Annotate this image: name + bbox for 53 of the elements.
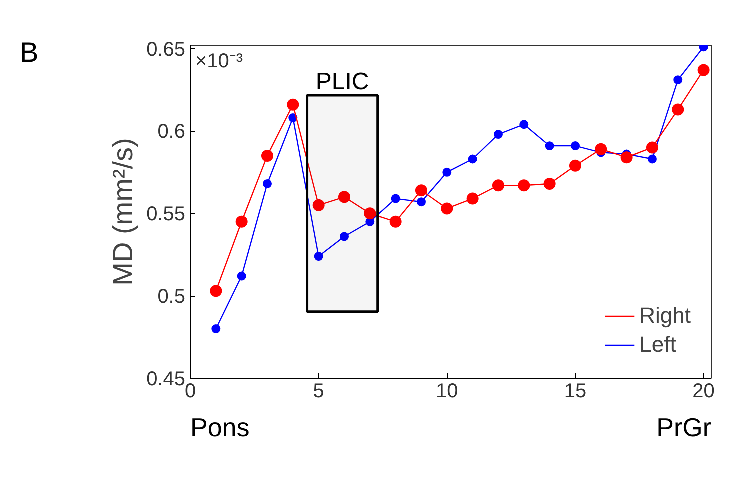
point	[620, 152, 633, 164]
band-label: PLIC	[316, 68, 370, 96]
point	[698, 64, 710, 76]
point	[212, 324, 221, 334]
point	[237, 272, 246, 281]
text: PrGr	[656, 412, 712, 442]
point	[441, 202, 454, 215]
point	[569, 160, 582, 172]
y-tick-label: 0.5	[158, 286, 186, 308]
y-tick-label: 0.45	[146, 368, 186, 390]
point	[261, 150, 274, 162]
point	[312, 199, 325, 212]
point	[646, 142, 658, 154]
point	[466, 192, 479, 205]
y-tick-label: 0.6	[158, 121, 186, 144]
point	[210, 285, 222, 298]
x-tick-label: 10	[436, 380, 458, 402]
point	[595, 143, 608, 156]
point	[674, 76, 683, 85]
y-axis-title: MD (mm²/s)	[108, 138, 139, 286]
point	[518, 180, 530, 192]
point	[262, 179, 272, 188]
legend-label: Right	[640, 303, 691, 329]
point	[672, 104, 684, 116]
x-tick-label: 20	[692, 380, 715, 402]
x-tick-label: 15	[564, 380, 587, 402]
x-tick-label: 0	[184, 380, 196, 402]
chart-title: B	[20, 36, 39, 70]
point	[570, 142, 580, 151]
point	[338, 191, 350, 204]
point	[236, 216, 248, 228]
point	[442, 168, 452, 177]
x-tick-label: 5	[313, 380, 324, 402]
y-tick-label: 0.55	[146, 204, 186, 226]
point	[340, 232, 349, 242]
point	[416, 198, 426, 207]
y-tick-label: 0.65	[146, 38, 186, 61]
annotation: ×10⁻³	[196, 50, 244, 72]
point	[520, 120, 529, 130]
point	[492, 180, 504, 192]
point	[314, 252, 324, 261]
point	[390, 216, 402, 228]
point	[545, 142, 554, 151]
point	[287, 98, 300, 111]
point	[391, 194, 400, 204]
text: Pons	[190, 412, 250, 442]
point	[468, 154, 478, 164]
point	[364, 208, 376, 220]
point	[648, 154, 657, 164]
legend-label: Left	[640, 332, 676, 358]
point	[494, 130, 503, 140]
point	[415, 184, 428, 197]
point	[544, 178, 556, 190]
